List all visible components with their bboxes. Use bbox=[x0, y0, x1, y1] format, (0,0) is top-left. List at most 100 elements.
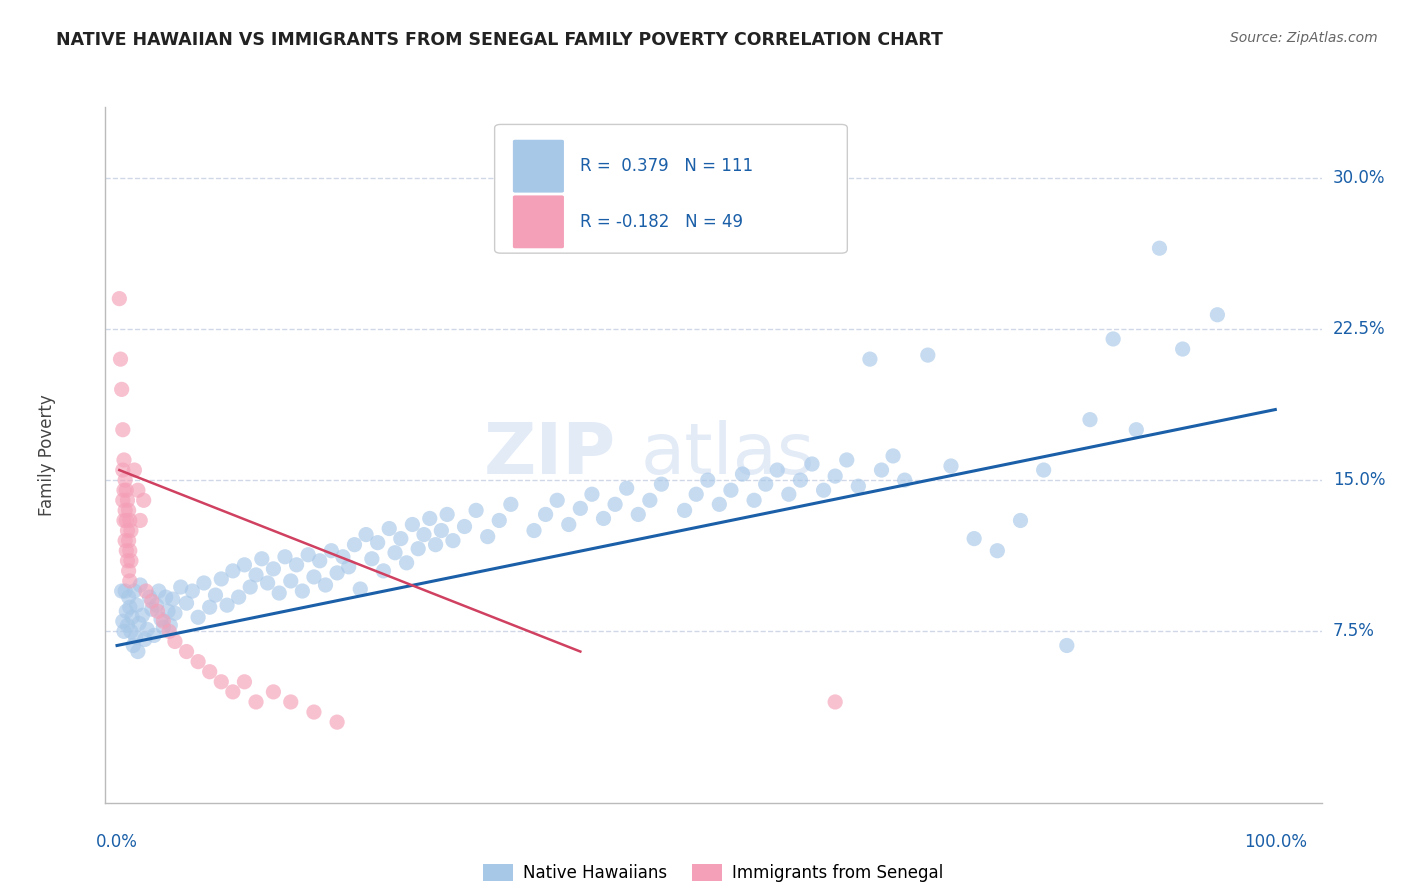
Point bbox=[117, 590, 139, 604]
Point bbox=[112, 513, 135, 527]
Point bbox=[156, 604, 179, 618]
Point bbox=[245, 695, 267, 709]
Point bbox=[685, 201, 707, 215]
Point bbox=[835, 453, 858, 467]
Point bbox=[1078, 412, 1101, 426]
Point bbox=[1056, 639, 1078, 653]
Point bbox=[117, 618, 139, 632]
Point bbox=[262, 562, 284, 576]
Point bbox=[108, 292, 131, 306]
Point bbox=[138, 590, 160, 604]
Point bbox=[222, 685, 245, 699]
Point bbox=[731, 467, 754, 481]
Point bbox=[217, 598, 239, 612]
Point bbox=[120, 624, 142, 639]
Point bbox=[114, 473, 136, 487]
Point bbox=[297, 548, 319, 562]
Point bbox=[569, 501, 592, 516]
Point bbox=[512, 231, 534, 245]
Point bbox=[127, 644, 149, 658]
Point bbox=[134, 632, 156, 647]
Point bbox=[337, 559, 360, 574]
FancyBboxPatch shape bbox=[513, 195, 564, 248]
Point bbox=[581, 487, 603, 501]
Point bbox=[766, 463, 789, 477]
Point bbox=[136, 623, 159, 637]
Point bbox=[176, 644, 198, 658]
Point bbox=[118, 543, 141, 558]
Point bbox=[963, 532, 986, 546]
Point bbox=[204, 588, 226, 602]
Point bbox=[373, 564, 395, 578]
Point bbox=[685, 487, 707, 501]
Point bbox=[146, 604, 169, 618]
Point bbox=[152, 615, 174, 629]
Point bbox=[125, 598, 148, 612]
Point bbox=[378, 522, 401, 536]
Point bbox=[354, 527, 377, 541]
Point bbox=[117, 493, 139, 508]
Point bbox=[389, 532, 412, 546]
Point bbox=[534, 508, 557, 522]
Text: 7.5%: 7.5% bbox=[1333, 623, 1375, 640]
Point bbox=[152, 620, 174, 634]
Point bbox=[778, 487, 800, 501]
Point bbox=[209, 572, 232, 586]
Legend: Native Hawaiians, Immigrants from Senegal: Native Hawaiians, Immigrants from Senega… bbox=[477, 857, 950, 888]
Point bbox=[499, 497, 522, 511]
Point bbox=[233, 674, 256, 689]
Text: 22.5%: 22.5% bbox=[1333, 320, 1385, 338]
Point bbox=[132, 493, 155, 508]
Point bbox=[111, 493, 134, 508]
Point bbox=[131, 608, 153, 623]
Point bbox=[118, 600, 141, 615]
Point bbox=[110, 352, 132, 367]
Point bbox=[209, 674, 232, 689]
Text: 100.0%: 100.0% bbox=[1244, 833, 1306, 851]
Point bbox=[720, 483, 742, 498]
Point bbox=[129, 513, 152, 527]
Point bbox=[155, 590, 177, 604]
Point bbox=[114, 533, 136, 548]
Point bbox=[870, 463, 893, 477]
Point bbox=[239, 580, 262, 594]
Point bbox=[616, 481, 638, 495]
Point bbox=[115, 604, 138, 618]
Point bbox=[187, 655, 209, 669]
Point bbox=[696, 473, 718, 487]
Point bbox=[115, 513, 138, 527]
Point bbox=[120, 524, 142, 538]
Point bbox=[801, 457, 824, 471]
Point bbox=[326, 715, 349, 730]
Point bbox=[111, 584, 134, 599]
Point bbox=[163, 634, 186, 648]
Point bbox=[1149, 241, 1171, 255]
Point bbox=[170, 580, 193, 594]
Point bbox=[592, 511, 614, 525]
Point bbox=[112, 453, 135, 467]
Point bbox=[308, 554, 330, 568]
Text: NATIVE HAWAIIAN VS IMMIGRANTS FROM SENEGAL FAMILY POVERTY CORRELATION CHART: NATIVE HAWAIIAN VS IMMIGRANTS FROM SENEG… bbox=[56, 31, 943, 49]
Point bbox=[917, 348, 939, 362]
Point bbox=[413, 527, 436, 541]
Point bbox=[1206, 308, 1229, 322]
Text: ZIP: ZIP bbox=[484, 420, 616, 490]
Text: atlas: atlas bbox=[641, 420, 815, 490]
Point bbox=[742, 493, 765, 508]
Point bbox=[315, 578, 337, 592]
Point bbox=[198, 600, 221, 615]
Point bbox=[117, 533, 139, 548]
Point bbox=[453, 519, 475, 533]
Point bbox=[117, 524, 139, 538]
Point bbox=[157, 624, 180, 639]
Point bbox=[1125, 423, 1147, 437]
Point bbox=[367, 535, 389, 549]
Point bbox=[401, 517, 423, 532]
Point bbox=[114, 584, 136, 599]
Text: 0.0%: 0.0% bbox=[96, 833, 138, 851]
Point bbox=[198, 665, 221, 679]
Point bbox=[986, 543, 1008, 558]
Point bbox=[546, 493, 568, 508]
Point bbox=[115, 543, 138, 558]
Point bbox=[709, 497, 731, 511]
